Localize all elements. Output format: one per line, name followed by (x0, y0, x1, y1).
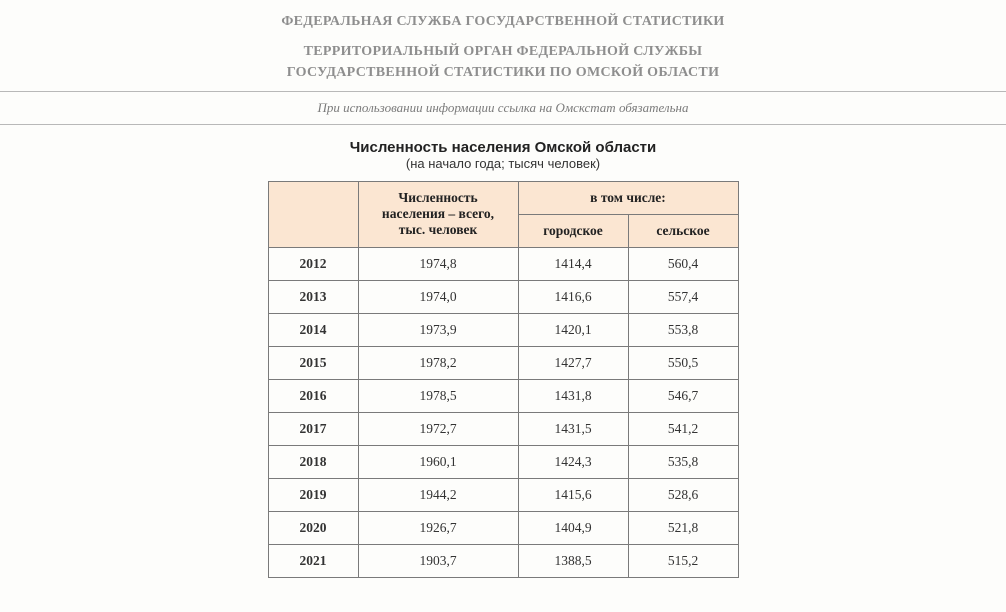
agency-header: ФЕДЕРАЛЬНАЯ СЛУЖБА ГОСУДАРСТВЕННОЙ СТАТИ… (0, 0, 1006, 91)
agency-line-3: ГОСУДАРСТВЕННОЙ СТАТИСТИКИ ПО ОМСКОЙ ОБЛ… (0, 63, 1006, 83)
agency-line-1: ФЕДЕРАЛЬНАЯ СЛУЖБА ГОСУДАРСТВЕННОЙ СТАТИ… (0, 12, 1006, 32)
cell-total: 1974,8 (358, 247, 518, 280)
cell-urban: 1424,3 (518, 445, 628, 478)
cell-rural: 541,2 (628, 412, 738, 445)
table-row: 20121974,81414,4560,4 (268, 247, 738, 280)
col-header-total: Численность населения – всего, тыс. чело… (358, 181, 518, 247)
cell-year: 2019 (268, 478, 358, 511)
citation-note: При использовании информации ссылка на О… (0, 92, 1006, 124)
cell-urban: 1416,6 (518, 280, 628, 313)
cell-total: 1960,1 (358, 445, 518, 478)
table-row: 20211903,71388,5515,2 (268, 544, 738, 577)
cell-total: 1926,7 (358, 511, 518, 544)
cell-year: 2018 (268, 445, 358, 478)
table-row: 20201926,71404,9521,8 (268, 511, 738, 544)
document-title: Численность населения Омской области (0, 139, 1006, 156)
cell-rural: 560,4 (628, 247, 738, 280)
cell-year: 2014 (268, 313, 358, 346)
cell-urban: 1431,5 (518, 412, 628, 445)
agency-line-2: ТЕРРИТОРИАЛЬНЫЙ ОРГАН ФЕДЕРАЛЬНОЙ СЛУЖБЫ (0, 42, 1006, 62)
population-table: Численность населения – всего, тыс. чело… (268, 181, 739, 578)
cell-rural: 528,6 (628, 478, 738, 511)
cell-total: 1974,0 (358, 280, 518, 313)
table-row: 20131974,01416,6557,4 (268, 280, 738, 313)
cell-total: 1903,7 (358, 544, 518, 577)
col-header-rural: сельское (628, 214, 738, 247)
cell-rural: 550,5 (628, 346, 738, 379)
cell-rural: 535,8 (628, 445, 738, 478)
cell-year: 2017 (268, 412, 358, 445)
cell-rural: 515,2 (628, 544, 738, 577)
cell-rural: 546,7 (628, 379, 738, 412)
table-row: 20151978,21427,7550,5 (268, 346, 738, 379)
cell-urban: 1415,6 (518, 478, 628, 511)
divider-bottom (0, 124, 1006, 125)
document-title-block: Численность населения Омской области (на… (0, 139, 1006, 171)
cell-rural: 521,8 (628, 511, 738, 544)
col-header-subgroup: в том числе: (518, 181, 738, 214)
table-row: 20171972,71431,5541,2 (268, 412, 738, 445)
cell-urban: 1420,1 (518, 313, 628, 346)
cell-year: 2015 (268, 346, 358, 379)
cell-urban: 1388,5 (518, 544, 628, 577)
cell-total: 1944,2 (358, 478, 518, 511)
cell-total: 1978,2 (358, 346, 518, 379)
cell-year: 2021 (268, 544, 358, 577)
table-row: 20161978,51431,8546,7 (268, 379, 738, 412)
cell-year: 2012 (268, 247, 358, 280)
document-subtitle: (на начало года; тысяч человек) (0, 156, 1006, 171)
cell-year: 2013 (268, 280, 358, 313)
cell-urban: 1431,8 (518, 379, 628, 412)
cell-urban: 1404,9 (518, 511, 628, 544)
table-body: 20121974,81414,4560,420131974,01416,6557… (268, 247, 738, 577)
col-header-urban: городское (518, 214, 628, 247)
cell-total: 1973,9 (358, 313, 518, 346)
cell-year: 2016 (268, 379, 358, 412)
cell-total: 1972,7 (358, 412, 518, 445)
cell-total: 1978,5 (358, 379, 518, 412)
cell-year: 2020 (268, 511, 358, 544)
table-row: 20141973,91420,1553,8 (268, 313, 738, 346)
table-row: 20181960,11424,3535,8 (268, 445, 738, 478)
cell-urban: 1414,4 (518, 247, 628, 280)
cell-urban: 1427,7 (518, 346, 628, 379)
table-header: Численность населения – всего, тыс. чело… (268, 181, 738, 247)
table-row: 20191944,21415,6528,6 (268, 478, 738, 511)
cell-rural: 557,4 (628, 280, 738, 313)
cell-rural: 553,8 (628, 313, 738, 346)
col-header-year (268, 181, 358, 247)
